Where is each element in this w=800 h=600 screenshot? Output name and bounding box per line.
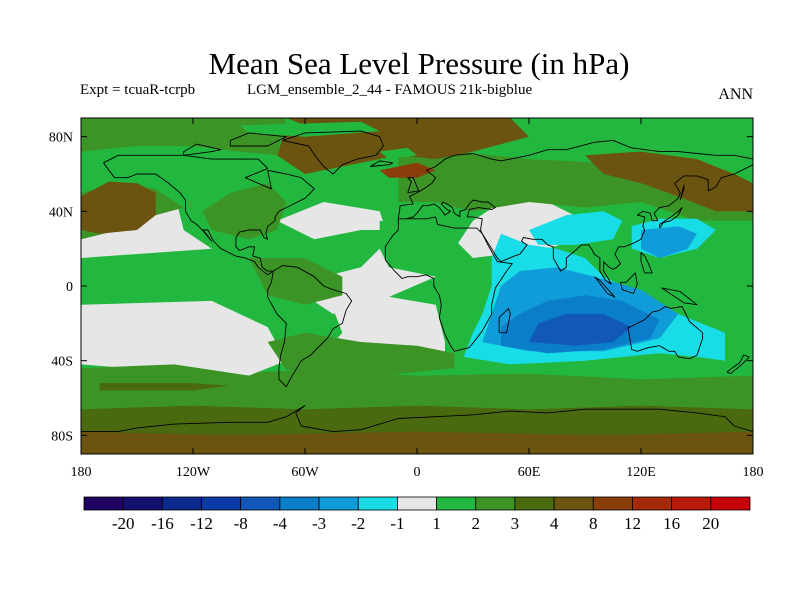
field-region-equatorial-atlantic-green [249, 258, 343, 305]
x-tick-label: 120W [176, 465, 211, 480]
colorbar-label: -3 [312, 514, 326, 533]
colorbar-label: 3 [511, 514, 520, 533]
coastline [640, 252, 653, 274]
colorbar-swatch [553, 496, 594, 511]
colorbar-label: -8 [234, 514, 248, 533]
x-tick-label: 60E [518, 465, 541, 480]
colorbar-swatch [514, 496, 555, 511]
colorbar-swatch [671, 496, 712, 511]
coastline [229, 132, 287, 147]
coastline [661, 287, 698, 306]
coastline [81, 405, 753, 433]
coastline [620, 272, 638, 294]
colorbar-label: -2 [351, 514, 365, 533]
field-region-nw-pacific-blue [641, 226, 697, 258]
field-region-south-pacific-green [81, 364, 277, 389]
field-region-pacific-equatorial-green [81, 248, 268, 290]
coastline [267, 265, 353, 388]
colorbar-swatch [122, 496, 163, 511]
colorbar-label: -12 [190, 514, 213, 533]
field-region-s-atlantic-cyan [370, 310, 403, 328]
y-tick-label: 80N [49, 131, 73, 146]
colorbar-swatch [475, 496, 516, 511]
field-region-polar-south-core [81, 431, 753, 454]
y-tick-label: 40S [51, 355, 73, 370]
field-region-north-pacific-brown [81, 181, 156, 234]
coastline [103, 154, 315, 276]
field-region-arctic-white-2 [379, 147, 417, 160]
coastline [405, 164, 753, 285]
field-region-greenland-sea-brown [277, 125, 417, 174]
coastline [282, 130, 384, 175]
colorbar-label: 16 [663, 514, 680, 533]
field-region-s-pacific-cyan-1 [137, 315, 175, 328]
experiment-label: Expt = tcuaR-tcrpb [80, 82, 196, 98]
y-tick-label: 40N [49, 205, 73, 220]
coastline [659, 207, 683, 229]
colorbar-label: 1 [432, 514, 441, 533]
colorbar-label: 20 [702, 514, 719, 533]
colorbar-label: -16 [151, 514, 174, 533]
colorbar-label: -20 [112, 514, 135, 533]
field-region-eurasia-green [398, 151, 753, 221]
colorbar-label: 2 [472, 514, 481, 533]
colorbar-label: -1 [390, 514, 404, 533]
colorbar-swatch [201, 496, 242, 511]
field-region-pacific-subtropic-south [81, 300, 287, 376]
colorbar-label: 8 [589, 514, 598, 533]
coastline [407, 177, 420, 194]
colorbar-swatch [436, 496, 477, 511]
page-title: Mean Sea Level Pressure (in hPa) [208, 46, 630, 81]
coastline [384, 216, 513, 352]
x-tick-label: 0 [414, 465, 421, 480]
field-region-siberia-brown [585, 151, 753, 212]
colorbar: -20 -16 -12 -8 -4 -3 -2 -1 1 2 3 4 8 12 16 20 [83, 496, 751, 533]
coastline [593, 276, 616, 298]
colorbar-swatch [397, 496, 437, 511]
field-region-siberia-brown-2 [379, 162, 436, 178]
map-axes: 180 120W 60W 0 60E 120E 180 80N 40N 0 40S 80S [49, 118, 764, 480]
coastline [679, 184, 685, 201]
y-tick-label: 0 [66, 280, 73, 295]
coastline [397, 139, 753, 219]
field-region-north-africa-green [379, 220, 473, 277]
coastlines [81, 130, 753, 433]
field-region-asia-cyan [529, 211, 623, 245]
field-region-arctic-white [239, 121, 380, 137]
colorbar-swatch [161, 496, 202, 511]
season-label: ANN [718, 86, 753, 103]
x-tick-label: 120E [626, 465, 656, 480]
coastline [370, 160, 394, 167]
y-tick-label: 80S [51, 429, 73, 444]
colorbar-label: 4 [550, 514, 559, 533]
colorbar-label: -4 [273, 514, 288, 533]
colorbar-swatch [710, 496, 751, 511]
colorbar-swatch [632, 496, 673, 511]
coastline [627, 306, 704, 360]
coastline [498, 307, 511, 334]
run-label: LGM_ensemble_2_44 - FAMOUS 21k-bigblue [247, 82, 533, 98]
coastline [726, 354, 750, 375]
field-region-south-atlantic-green [267, 332, 455, 376]
x-tick-label: 180 [71, 465, 92, 480]
x-tick-label: 60W [291, 465, 319, 480]
coastline [183, 143, 222, 156]
field-region-s-pacific-cyan-2 [151, 351, 171, 365]
colorbar-label: 12 [624, 514, 641, 533]
colorbar-swatch [318, 496, 359, 511]
pressure-field [81, 118, 753, 454]
colorbar-swatch [357, 496, 398, 511]
colorbar-swatch [83, 496, 124, 511]
x-tick-label: 180 [743, 465, 764, 480]
field-region-west-pacific-north [81, 207, 212, 258]
colorbar-swatch [240, 496, 281, 511]
field-region-indian-blue-core [529, 314, 632, 346]
colorbar-swatch [279, 496, 320, 511]
colorbar-swatch [592, 496, 633, 511]
field-region-na-east-green [202, 183, 287, 240]
